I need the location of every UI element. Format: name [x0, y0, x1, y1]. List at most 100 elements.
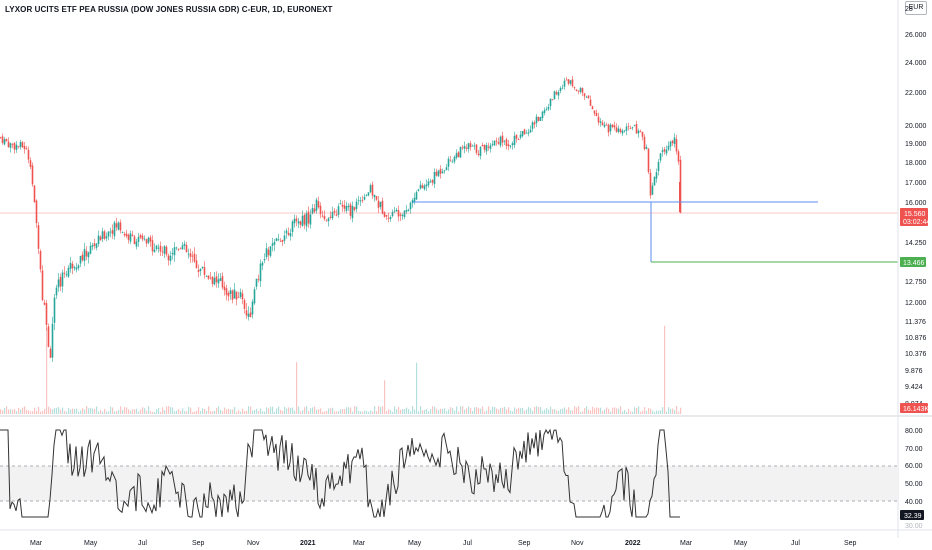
volume-bar	[432, 406, 434, 414]
candle	[9, 143, 12, 148]
candle	[537, 116, 540, 121]
candle	[459, 146, 462, 158]
candle	[99, 236, 102, 241]
candle	[11, 143, 14, 145]
candle	[179, 248, 182, 250]
volume-bar	[454, 410, 456, 414]
volume-bar	[514, 407, 516, 414]
candle	[275, 238, 278, 242]
candle	[243, 300, 246, 309]
candle	[155, 245, 158, 250]
rsi-tick-low: 30.00	[905, 523, 923, 530]
candle	[605, 124, 608, 126]
volume-bar	[520, 408, 522, 414]
date-label: May	[734, 540, 748, 547]
rsi-tick: 40.00	[905, 499, 923, 506]
candle	[57, 279, 60, 288]
candle	[153, 249, 156, 253]
currency-label[interactable]: EUR	[905, 1, 927, 15]
volume-bar	[188, 406, 190, 414]
candle	[479, 146, 482, 156]
candle	[191, 255, 194, 257]
candle	[37, 225, 40, 249]
volume-bar	[92, 408, 94, 414]
volume-bar	[632, 411, 634, 414]
candle	[629, 127, 632, 129]
volume-bar	[332, 407, 334, 414]
volume-bar	[350, 407, 352, 414]
candle	[485, 144, 488, 152]
candle	[569, 80, 572, 84]
volume-bar	[400, 409, 402, 414]
candle	[457, 152, 460, 157]
volume-bar	[18, 407, 20, 414]
candle	[633, 125, 636, 127]
volume-bar	[670, 408, 672, 414]
candle	[331, 212, 334, 219]
date-label: 2021	[300, 540, 316, 547]
candle	[501, 135, 504, 143]
candle	[401, 215, 404, 217]
volume-bar	[30, 411, 32, 414]
candle	[285, 230, 288, 234]
candle	[379, 201, 382, 207]
candle	[349, 204, 352, 216]
candle	[393, 210, 396, 212]
volume-bar	[178, 409, 180, 414]
candle	[151, 240, 154, 252]
volume-bar	[198, 407, 200, 414]
volume-bar	[638, 406, 640, 414]
volume-bar	[626, 411, 628, 414]
volume-bar	[416, 362, 418, 414]
candle	[341, 204, 344, 207]
volume-bar	[244, 411, 246, 414]
volume-bar	[492, 406, 494, 414]
candle	[19, 141, 22, 148]
date-label: Mar	[353, 540, 366, 547]
volume-bar	[488, 406, 490, 414]
date-label: May	[84, 540, 98, 547]
rsi-tick: 70.00	[905, 446, 923, 453]
candle	[405, 210, 408, 212]
candle	[635, 124, 638, 134]
candle	[333, 210, 336, 213]
candle	[23, 145, 26, 149]
volume-bar	[532, 410, 534, 414]
candle	[265, 248, 268, 258]
volume-bar	[534, 406, 536, 414]
volume-bar	[100, 409, 102, 414]
candle	[217, 279, 220, 284]
date-label: May	[408, 540, 422, 547]
price-tick: 24.000	[905, 60, 927, 67]
volume-bar	[130, 410, 132, 414]
price-tick: 26.000	[905, 32, 927, 39]
volume-bar	[580, 411, 582, 414]
candle	[85, 250, 88, 257]
volume-bar	[236, 411, 238, 414]
volume-bar	[74, 408, 76, 414]
volume-bar	[600, 407, 602, 414]
volume-bar	[302, 410, 304, 414]
candle	[35, 200, 38, 224]
volume-bar	[202, 408, 204, 414]
candle	[297, 221, 300, 224]
volume-bar	[284, 406, 286, 414]
candle	[543, 110, 546, 113]
volume-bar	[214, 410, 216, 414]
candle	[521, 130, 524, 137]
volume-bar	[254, 410, 256, 414]
volume-bar	[378, 406, 380, 414]
candle	[553, 91, 556, 100]
candle	[175, 247, 178, 249]
candle	[611, 124, 614, 128]
volume-bar	[238, 410, 240, 414]
volume-bar	[510, 410, 512, 414]
candle	[445, 167, 448, 170]
volume-bar	[446, 411, 448, 414]
candle	[533, 122, 536, 125]
price-tick-top: 28	[905, 6, 913, 13]
candle	[337, 206, 340, 215]
volume-bar	[654, 411, 656, 414]
candle	[607, 124, 610, 133]
